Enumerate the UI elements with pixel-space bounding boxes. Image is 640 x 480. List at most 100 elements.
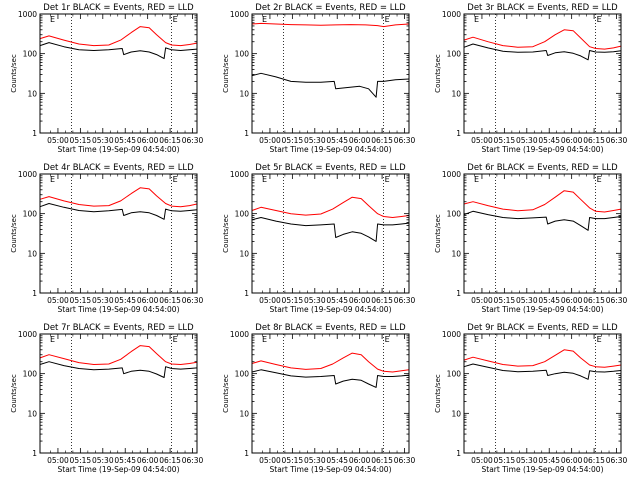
x-tick-label: 06:15 xyxy=(159,136,181,145)
event-marker-label: E xyxy=(474,15,479,24)
x-tick-label: 05:00 xyxy=(471,296,493,305)
x-tick-label: 06:00 xyxy=(561,296,583,305)
event-marker-label: E xyxy=(597,175,602,184)
plot-frame xyxy=(251,333,410,454)
x-tick-label: 05:00 xyxy=(471,136,493,145)
y-tick-label: 10 xyxy=(239,249,249,258)
x-tick-label: 06:00 xyxy=(137,456,159,465)
plot-frame xyxy=(463,333,622,454)
x-tick-label: 06:15 xyxy=(583,136,605,145)
y-tick-label: 1000 xyxy=(18,170,37,179)
y-tick-label: 1 xyxy=(32,289,37,298)
y-tick-label: 1000 xyxy=(442,330,461,339)
panel-title: Det 8r BLACK = Events, RED = LLD xyxy=(255,323,406,333)
y-tick-label: 1000 xyxy=(442,10,461,19)
x-tick-label: 05:30 xyxy=(516,136,538,145)
event-marker-label: E xyxy=(173,15,178,24)
panel-7: Det 7r BLACK = Events, RED = LLD 1 10 100 10… xyxy=(10,323,204,474)
x-tick-label: 06:15 xyxy=(159,456,181,465)
y-tick-label: 10 xyxy=(451,249,461,258)
event-marker-label: E xyxy=(385,335,390,344)
y-tick-label: 10 xyxy=(27,249,37,258)
x-tick-label: 06:30 xyxy=(606,296,628,305)
x-tick-label: 05:15 xyxy=(494,456,516,465)
y-tick-label: 100 xyxy=(235,50,250,59)
y-axis-label: Counts/sec xyxy=(10,54,18,93)
x-tick-label: 05:15 xyxy=(70,456,92,465)
event-marker-label: E xyxy=(385,15,390,24)
event-marker-label: E xyxy=(474,175,479,184)
y-axis-label: Counts/sec xyxy=(10,214,18,253)
event-marker-label: E xyxy=(262,175,267,184)
x-tick-label: 05:30 xyxy=(516,456,538,465)
y-axis-label: Counts/sec xyxy=(434,214,442,253)
series-events-line xyxy=(251,72,410,98)
x-tick-label: 06:30 xyxy=(606,456,628,465)
event-marker-label: E xyxy=(262,335,267,344)
x-tick-label: 05:30 xyxy=(92,136,114,145)
x-tick-label: 05:15 xyxy=(70,296,92,305)
x-tick-label: 05:15 xyxy=(494,136,516,145)
plot-frame xyxy=(463,13,622,134)
x-tick-label: 05:15 xyxy=(494,296,516,305)
y-axis-label: Counts/sec xyxy=(434,54,442,93)
y-tick-label: 1 xyxy=(456,449,461,458)
event-marker-label: E xyxy=(385,175,390,184)
series-lld-line xyxy=(39,187,198,208)
x-tick-label: 06:00 xyxy=(349,296,371,305)
y-tick-label: 10 xyxy=(239,89,249,98)
series-events-line xyxy=(39,42,198,60)
x-tick-label: 06:30 xyxy=(182,456,204,465)
x-tick-label: 05:30 xyxy=(92,456,114,465)
x-tick-label: 05:45 xyxy=(538,136,560,145)
x-tick-label: 06:30 xyxy=(182,296,204,305)
event-marker-label: E xyxy=(50,15,55,24)
series-events-line xyxy=(463,210,622,231)
x-tick-label: 06:00 xyxy=(349,136,371,145)
plot-frame xyxy=(39,333,198,454)
x-tick-label: 05:45 xyxy=(538,456,560,465)
x-axis-label: Start Time (19-Sep-09 04:54:00) xyxy=(482,305,604,314)
y-axis-label: Counts/sec xyxy=(222,374,230,413)
x-tick-label: 06:15 xyxy=(159,296,181,305)
x-tick-label: 06:30 xyxy=(606,136,628,145)
y-tick-label: 100 xyxy=(23,50,38,59)
series-events-line xyxy=(463,363,622,380)
x-tick-label: 05:45 xyxy=(538,296,560,305)
series-lld-line xyxy=(463,349,622,368)
y-tick-label: 1000 xyxy=(442,170,461,179)
x-tick-label: 06:15 xyxy=(371,296,393,305)
x-tick-label: 05:15 xyxy=(282,456,304,465)
x-tick-label: 05:15 xyxy=(282,296,304,305)
series-lld-line xyxy=(463,190,622,213)
series-lld-line xyxy=(39,26,198,47)
y-tick-label: 1 xyxy=(244,289,249,298)
x-tick-label: 06:15 xyxy=(583,456,605,465)
y-tick-label: 10 xyxy=(451,89,461,98)
series-events-line xyxy=(251,369,410,388)
x-axis-label: Start Time (19-Sep-09 04:54:00) xyxy=(270,145,392,154)
y-tick-label: 100 xyxy=(447,50,462,59)
x-tick-label: 05:45 xyxy=(326,456,348,465)
panel-title: Det 1r BLACK = Events, RED = LLD xyxy=(43,3,194,13)
y-tick-label: 1 xyxy=(32,129,37,138)
series-lld-line xyxy=(251,352,410,373)
x-tick-label: 05:00 xyxy=(471,456,493,465)
y-axis-label: Counts/sec xyxy=(222,214,230,253)
plot-frame xyxy=(39,13,198,134)
event-marker-label: E xyxy=(262,15,267,24)
event-marker-label: E xyxy=(597,15,602,24)
event-marker-label: E xyxy=(597,335,602,344)
series-lld-line xyxy=(463,29,622,50)
panel-title: Det 9r BLACK = Events, RED = LLD xyxy=(467,323,618,333)
x-tick-label: 06:30 xyxy=(394,136,416,145)
y-tick-label: 100 xyxy=(447,370,462,379)
x-tick-label: 06:00 xyxy=(137,136,159,145)
panel-1: Det 1r BLACK = Events, RED = LLD 1 10 100 10… xyxy=(10,3,204,154)
x-tick-label: 05:00 xyxy=(47,136,69,145)
x-tick-label: 06:00 xyxy=(349,456,371,465)
y-tick-label: 10 xyxy=(451,409,461,418)
y-tick-label: 100 xyxy=(23,210,38,219)
x-tick-label: 06:00 xyxy=(137,296,159,305)
x-tick-label: 05:45 xyxy=(114,296,136,305)
